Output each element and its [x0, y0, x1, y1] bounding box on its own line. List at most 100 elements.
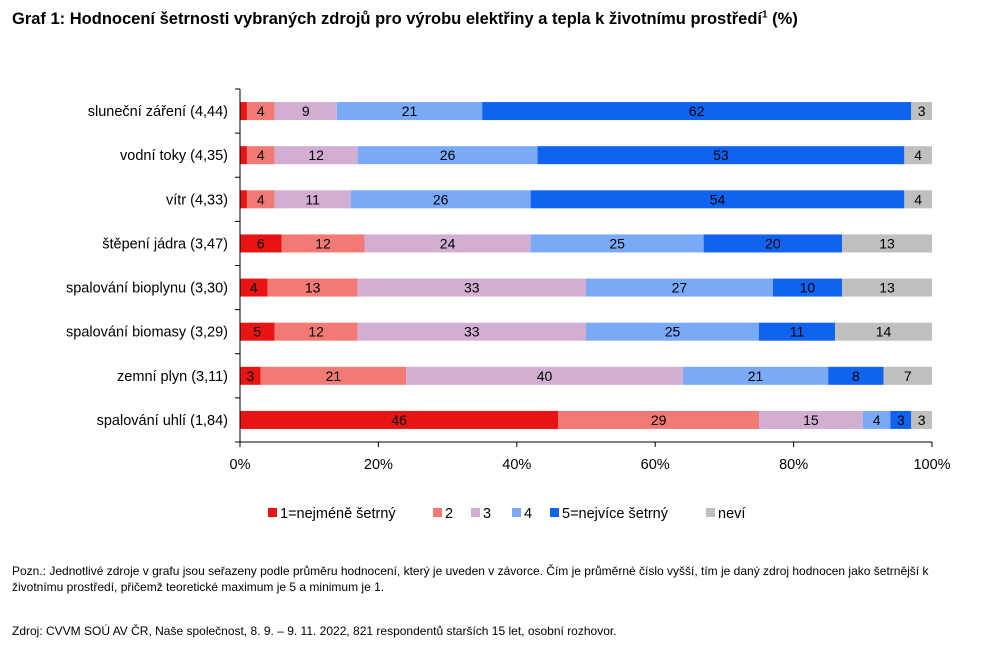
category-label: spalování bioplynu (3,30)	[66, 281, 228, 297]
bar-segment	[682, 366, 829, 385]
legend-label: 3	[483, 506, 491, 522]
category-label: vítr (4,33)	[166, 192, 228, 208]
legend-label: neví	[718, 506, 745, 522]
bar-segment	[260, 366, 407, 385]
legend-label: 4	[524, 506, 532, 522]
data-label: 4	[873, 412, 881, 428]
bar-segment	[274, 102, 337, 121]
data-label: 12	[308, 324, 324, 340]
bar-segment	[558, 410, 759, 429]
bar-segment	[842, 234, 932, 253]
bar-segment	[274, 190, 351, 209]
data-label: 5	[253, 324, 261, 340]
data-label: 12	[315, 235, 331, 251]
category-label: sluneční záření (4,44)	[88, 104, 228, 120]
data-label: 21	[748, 368, 764, 384]
data-label: 15	[803, 412, 819, 428]
legend-swatch	[471, 508, 480, 517]
legend-label: 1=nejméně šetrný	[280, 506, 396, 522]
bar-segment	[883, 366, 932, 385]
data-label: 25	[609, 235, 625, 251]
legend-label: 2	[445, 506, 453, 522]
data-label: 4	[257, 191, 265, 207]
data-label: 11	[790, 324, 805, 340]
bar-segment	[904, 146, 932, 165]
bar-segment	[357, 278, 586, 297]
bar-segment	[772, 278, 843, 297]
data-label: 3	[897, 412, 905, 428]
bar-segment	[246, 102, 275, 121]
data-label: 6	[257, 235, 265, 251]
chart-title-text: Graf 1: Hodnocení šetrnosti vybraných zd…	[12, 10, 762, 28]
bar-segment	[274, 322, 358, 341]
x-tick-label: 0%	[230, 457, 251, 473]
data-label: 33	[464, 324, 480, 340]
bar-segment	[530, 190, 905, 209]
data-label: 62	[689, 103, 705, 119]
data-label: 11	[305, 191, 320, 207]
data-label: 27	[672, 280, 688, 296]
data-label: 9	[302, 103, 310, 119]
bar-segment	[842, 278, 932, 297]
data-label: 13	[305, 280, 321, 296]
bar-segment	[586, 322, 759, 341]
bar-segment	[530, 234, 704, 253]
bar-segment	[904, 190, 932, 209]
bar-segment	[350, 190, 531, 209]
data-label: 3	[918, 412, 926, 428]
data-label: 21	[326, 368, 342, 384]
bar-segment	[406, 366, 683, 385]
bar-segment	[274, 146, 358, 165]
data-label: 13	[879, 280, 895, 296]
bar-segment	[703, 234, 843, 253]
data-label: 4	[250, 280, 258, 296]
x-tick-label: 20%	[364, 457, 393, 473]
bar-segment	[357, 322, 586, 341]
chart-title: Graf 1: Hodnocení šetrnosti vybraných zd…	[12, 10, 798, 29]
bar-segment	[835, 322, 932, 341]
x-tick-label: 40%	[502, 457, 531, 473]
bar-segment	[240, 190, 247, 209]
bar-segment	[482, 102, 912, 121]
chart-title-unit: (%)	[767, 10, 798, 28]
category-label: spalování uhlí (1,84)	[97, 413, 228, 429]
bar-segment	[586, 278, 773, 297]
bar-segment	[759, 410, 863, 429]
chart-note: Pozn.: Jednotlivé zdroje v grafu jsou se…	[12, 564, 929, 594]
bar-segment	[240, 322, 275, 341]
bar-segment	[364, 234, 531, 253]
data-label: 3	[918, 103, 926, 119]
bar-segment	[537, 146, 905, 165]
data-label: 21	[402, 103, 418, 119]
legend-swatch	[268, 508, 277, 517]
data-label: 26	[433, 191, 449, 207]
bar-segment	[240, 278, 268, 297]
data-label: 25	[665, 324, 681, 340]
legend-swatch	[433, 508, 442, 517]
x-tick-label: 100%	[913, 457, 950, 473]
bar-segment	[246, 190, 275, 209]
data-label: 13	[879, 235, 895, 251]
data-label: 4	[257, 147, 265, 163]
bar-segment	[336, 102, 483, 121]
legend-label: 5=nejvíce šetrný	[562, 506, 669, 522]
data-label: 24	[440, 235, 456, 251]
bar-segment	[890, 410, 912, 429]
chart-title-footnote-mark: 1	[762, 9, 768, 21]
category-label: vodní toky (4,35)	[120, 148, 228, 164]
data-label: 20	[765, 235, 781, 251]
bar-segment	[911, 102, 932, 121]
data-label: 7	[904, 368, 912, 384]
bar-segment	[240, 366, 261, 385]
data-label: 4	[914, 191, 922, 207]
chart-source: Zdroj: CVVM SOÚ AV ČR, Naše společnost, …	[12, 624, 617, 638]
bar-segment	[267, 278, 358, 297]
category-label: zemní plyn (3,11)	[117, 369, 228, 385]
data-label: 26	[440, 147, 456, 163]
data-label: 40	[537, 368, 553, 384]
bar-segment	[281, 234, 365, 253]
bar-segment	[759, 322, 836, 341]
bar-segment	[357, 146, 538, 165]
data-label: 4	[257, 103, 265, 119]
